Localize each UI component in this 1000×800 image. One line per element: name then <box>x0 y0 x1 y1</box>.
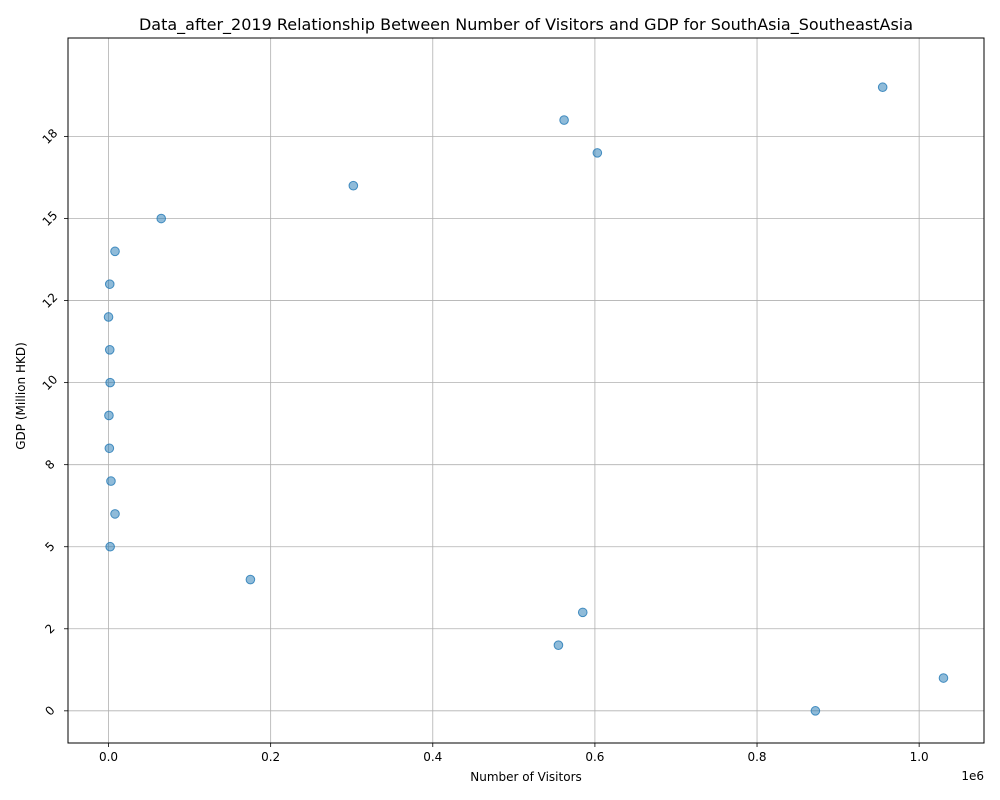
scatter-point <box>156 213 167 224</box>
scatter-point <box>110 246 120 257</box>
chart-title: Data_after_2019 Relationship Between Num… <box>139 15 913 35</box>
y-axis-label: GDP (Million HKD) <box>14 342 28 450</box>
scatter-point <box>105 541 115 552</box>
scatter-point <box>592 148 603 158</box>
scatter-point <box>810 706 821 716</box>
x-axis-offset-label: 1e6 <box>961 769 984 783</box>
scatter-point <box>104 279 115 289</box>
x-tick-label: 0.2 <box>261 750 280 764</box>
x-tick-label: 0.4 <box>423 750 442 764</box>
x-tick-label: 1.0 <box>910 750 929 764</box>
x-tick-label: 0.6 <box>585 750 604 764</box>
x-axis-label: Number of Visitors <box>470 770 582 784</box>
plot-frame <box>67 37 985 744</box>
x-tick-label: 0.8 <box>747 750 766 764</box>
x-axis-ticks: 0.0 0.2 0.4 0.6 0.8 1.0 <box>99 743 929 764</box>
scatter-point <box>104 345 115 355</box>
scatter-point <box>104 410 114 421</box>
scatter-point <box>110 509 120 519</box>
scatter-point <box>553 640 564 650</box>
scatter-point <box>106 476 116 486</box>
scatter-point <box>103 312 114 322</box>
data-points <box>103 82 949 716</box>
scatter-point <box>245 574 256 585</box>
scatter-point <box>559 115 569 125</box>
x-tick-label: 0.0 <box>99 750 118 764</box>
grid-lines <box>68 38 984 743</box>
scatter-point <box>877 82 888 93</box>
scatter-point <box>938 673 949 683</box>
scatter-point <box>105 377 115 388</box>
scatter-point <box>348 180 359 191</box>
scatter-point <box>104 443 115 454</box>
scatter-point <box>577 607 588 618</box>
